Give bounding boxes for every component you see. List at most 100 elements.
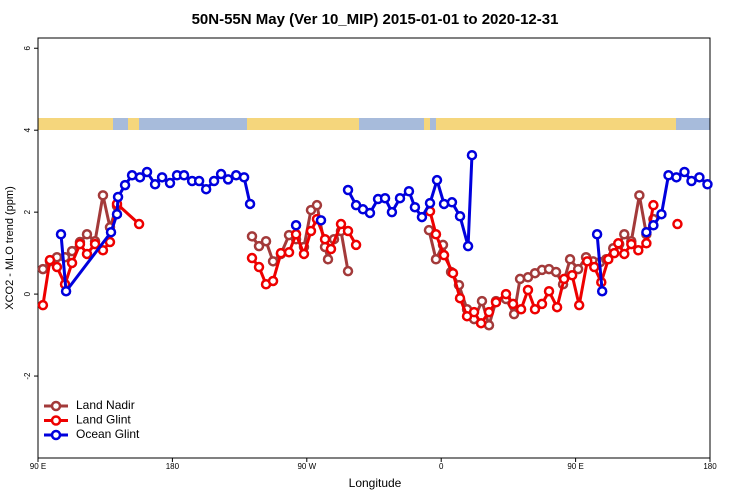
land-mask [38, 118, 710, 130]
y-tick-label: 0 [23, 291, 32, 296]
data-point [164, 177, 176, 189]
mask-land [436, 118, 676, 130]
data-point [222, 174, 234, 185]
data-point [694, 172, 705, 183]
data-point [105, 226, 117, 238]
x-tick-label: 0 [439, 462, 444, 471]
data-point [246, 252, 258, 264]
data-point [81, 229, 93, 240]
data-point [686, 175, 697, 187]
data-point [702, 179, 713, 190]
data-point [315, 215, 327, 226]
mask-land [38, 118, 113, 130]
x-tick-label: 90 E [567, 462, 583, 471]
data-point [394, 192, 406, 204]
data-point [238, 172, 250, 183]
data-point [454, 292, 466, 304]
data-point [641, 226, 652, 238]
y-tick-label: 2 [23, 209, 32, 214]
data-point [81, 248, 93, 260]
data-point [208, 175, 220, 187]
data-point [283, 247, 295, 258]
data-point [462, 240, 474, 252]
data-point [133, 218, 145, 230]
data-point [322, 254, 334, 265]
x-tick-label: 90 W [297, 462, 316, 471]
data-point [260, 235, 272, 247]
legend-marker [50, 429, 62, 441]
y-tick-label: 4 [23, 127, 32, 132]
legend-label: Ocean Glint [76, 427, 140, 441]
data-point [672, 218, 683, 230]
legend-label: Land Nadir [76, 398, 135, 412]
data-point [591, 229, 603, 240]
data-point [246, 231, 258, 242]
data-point [290, 229, 302, 240]
data-point [572, 263, 584, 275]
data-point [342, 225, 354, 237]
data-point [267, 256, 279, 267]
data-point [119, 179, 131, 191]
data-point [566, 269, 578, 281]
data-point [626, 238, 637, 250]
data-point [51, 261, 63, 273]
data-point [515, 304, 527, 315]
data-point [386, 206, 398, 218]
data-point [613, 238, 624, 249]
data-point [298, 248, 310, 260]
data-point [111, 208, 123, 220]
data-point [305, 225, 317, 237]
data-point [55, 229, 67, 240]
data-point [430, 254, 442, 265]
data-point [454, 210, 466, 222]
data-point [573, 299, 585, 311]
data-point [409, 201, 421, 213]
data-point [634, 190, 645, 201]
data-point [500, 288, 512, 300]
data-point [603, 254, 614, 265]
data-point [319, 233, 331, 245]
data-point [97, 190, 109, 201]
y-axis-label: XCO2 - MLO trend (ppm) [4, 186, 16, 309]
data-point [253, 261, 265, 273]
mask-land [247, 118, 359, 130]
data-point [550, 266, 562, 278]
data-point [483, 306, 495, 318]
data-point [596, 285, 608, 297]
data-point [671, 172, 682, 183]
data-point [490, 297, 502, 308]
data-point [466, 149, 478, 161]
data-point [508, 308, 520, 320]
data-point [215, 168, 227, 180]
y-tick-label: 6 [23, 45, 32, 50]
data-point [609, 247, 620, 259]
mask-land [424, 118, 430, 130]
data-point [364, 207, 376, 219]
data-point [44, 254, 56, 266]
data-point [656, 208, 667, 220]
data-point [430, 229, 442, 240]
data-point [379, 192, 391, 204]
data-point [403, 185, 415, 197]
data-point [74, 238, 86, 250]
x-tick-label: 90 E [30, 462, 46, 471]
chart-title: 50N-55N May (Ver 10_MIP) 2015-01-01 to 2… [192, 11, 559, 28]
data-point [431, 174, 443, 186]
data-point [253, 240, 265, 252]
data-point [104, 236, 116, 248]
data-point [156, 172, 168, 183]
data-point [507, 298, 519, 310]
x-tick-label: 180 [703, 462, 717, 471]
data-point [200, 183, 212, 195]
data-point [89, 238, 101, 250]
data-point [325, 243, 337, 255]
data-point [633, 245, 644, 256]
data-point [551, 301, 563, 313]
data-point [134, 172, 146, 183]
data-point [275, 247, 287, 259]
data-point [60, 285, 72, 297]
data-point [536, 298, 548, 310]
series-line [595, 234, 604, 292]
mask-land [128, 118, 139, 130]
